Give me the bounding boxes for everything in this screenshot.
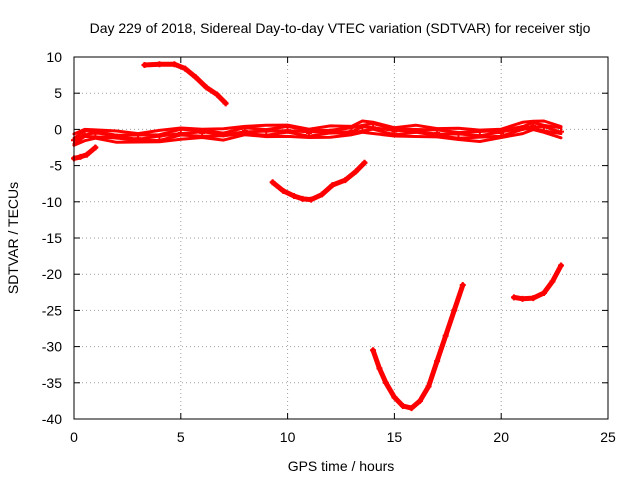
data-point [361,159,368,166]
series-layer [71,61,565,412]
x-tick-label: 0 [70,429,78,445]
y-tick-label: -5 [50,158,63,174]
x-tick-label: 10 [280,429,296,445]
data-point [455,131,462,138]
data-point [81,131,88,138]
x-tick-label: 25 [600,429,616,445]
data-point [459,282,466,289]
data-point [519,124,526,131]
data-point [141,61,148,68]
data-point [519,295,526,302]
data-point [220,131,227,138]
data-point [291,193,298,200]
x-tick-label: 5 [177,429,185,445]
data-point [530,295,537,302]
x-tick-label: 15 [387,429,403,445]
y-tick-label: 5 [54,85,62,101]
data-point [299,195,306,202]
data-point [399,402,406,409]
data-point [359,124,366,131]
data-point [171,61,178,68]
data-point [549,278,556,285]
tick-layer: 0 5 10 15 20 25 10 5 0 -5 -10 -15 -20 -25 -30 -35 -40 [42,49,616,445]
data-point [308,196,315,203]
data-point [77,153,84,160]
x-axis-label: GPS time / hours [288,458,395,474]
data-point [113,133,120,140]
y-tick-label: 10 [46,49,62,65]
data-point [370,347,377,354]
data-point [348,127,355,134]
chart-title: Day 229 of 2018, Sidereal Day-to-day VTE… [90,20,591,36]
data-point [92,130,99,137]
y-tick-label: -20 [42,266,62,282]
data-point [511,294,518,301]
data-point [391,128,398,135]
series-line [71,145,98,161]
y-axis-label: SDTVAR / TECUs [5,182,21,294]
data-point [135,135,142,142]
data-point [83,151,90,158]
data-point [156,61,163,68]
y-tick-label: -35 [42,375,62,391]
data-point [92,144,99,151]
data-point [222,100,229,107]
data-point [451,307,458,314]
data-point [342,177,349,184]
data-point [476,132,483,139]
data-point [327,128,334,135]
data-point [370,124,377,131]
data-point [376,365,383,372]
data-point [182,65,189,72]
data-point [203,84,210,91]
data-point [329,182,336,189]
series-line [370,282,466,411]
data-point [391,394,398,401]
data-point [558,262,565,269]
y-tick-label: -25 [42,302,62,318]
series-band-line [72,128,563,147]
data-point [540,290,547,297]
data-point [269,179,276,186]
data-point [241,127,248,134]
data-point [177,130,184,137]
data-point [382,379,389,386]
data-point [530,122,537,129]
data-point [305,130,312,137]
y-tick-label: 0 [54,121,62,137]
data-point [280,187,287,194]
data-point [284,127,291,134]
data-point [498,130,505,137]
y-tick-label: -10 [42,194,62,210]
y-tick-label: -15 [42,230,62,246]
series-line [270,160,367,203]
grid-layer [74,57,608,419]
data-point [156,133,163,140]
data-point [434,358,441,365]
data-point [214,91,221,98]
data-point [263,128,270,135]
data-point [442,332,449,339]
data-point [558,128,565,135]
y-tick-label: -30 [42,339,62,355]
y-tick-label: -40 [42,411,62,427]
data-point [434,130,441,137]
data-point [412,127,419,134]
data-point [192,74,199,81]
data-point [318,191,325,198]
data-point [540,124,547,131]
data-point [417,397,424,404]
data-point [425,383,432,390]
x-tick-label: 20 [493,429,509,445]
data-point [352,168,359,175]
data-point [199,130,206,137]
data-point [408,405,415,412]
